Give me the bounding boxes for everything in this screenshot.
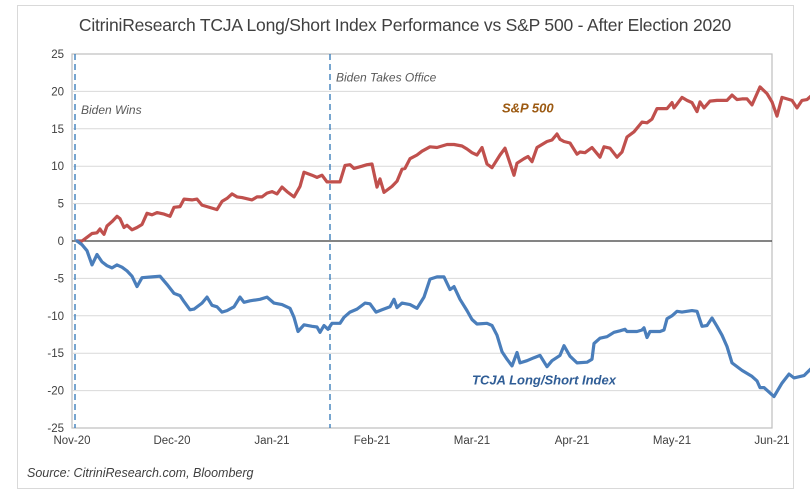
series-label: TCJA Long/Short Index — [472, 373, 617, 388]
x-tick-label: Nov-20 — [53, 435, 90, 447]
y-tick-label: -15 — [47, 348, 64, 360]
y-tick-label: 20 — [51, 86, 64, 98]
series-lines — [75, 85, 810, 399]
y-tick-label: -25 — [47, 423, 64, 435]
series-labels: S&P 500 TCJA Long/Short Index — [472, 100, 617, 387]
gridlines — [71, 53, 773, 429]
source-note: Source: CitriniResearch.com, Bloomberg — [27, 466, 254, 480]
x-tick-label: Feb-21 — [354, 435, 390, 447]
x-tick-label: May-21 — [653, 435, 691, 447]
y-tick-label: -5 — [54, 273, 64, 285]
x-tick-label: Jun-21 — [754, 435, 789, 447]
chart-card — [17, 5, 794, 489]
x-tick-label: Jan-21 — [254, 435, 289, 447]
y-tick-label: 0 — [58, 236, 64, 248]
annotations: Biden Wins Biden Takes Office — [74, 54, 437, 428]
x-axis-ticks: Nov-20 Dec-20 Jan-21 Feb-21 Mar-21 Apr-21 May-… — [53, 435, 789, 447]
annotation-label: Biden Wins — [81, 103, 142, 117]
y-tick-label: 10 — [51, 161, 64, 173]
y-tick-label: 5 — [58, 199, 64, 211]
x-tick-label: Mar-21 — [454, 435, 490, 447]
series-line-tcja-long-short-index — [75, 239, 810, 399]
series-line-s-p-500 — [75, 85, 810, 243]
y-axis-ticks: 25 20 15 10 5 0 -5 -10 -15 -20 -25 — [47, 49, 64, 435]
annotation-label: Biden Takes Office — [336, 71, 437, 85]
x-tick-label: Apr-21 — [555, 435, 590, 447]
y-tick-label: -20 — [47, 386, 64, 398]
series-label: S&P 500 — [502, 100, 554, 115]
y-tick-label: 15 — [51, 124, 64, 136]
y-tick-label: -10 — [47, 311, 64, 323]
x-tick-label: Dec-20 — [153, 435, 190, 447]
y-tick-label: 25 — [51, 49, 64, 61]
chart-title: CitriniResearch TCJA Long/Short Index Pe… — [78, 15, 732, 35]
